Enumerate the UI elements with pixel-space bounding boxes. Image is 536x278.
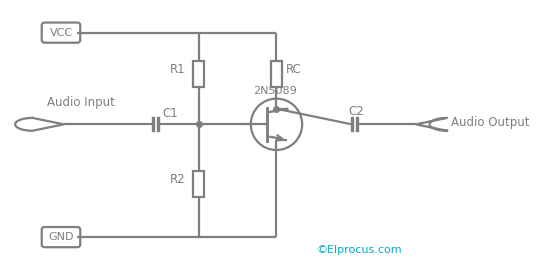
Bar (193, 171, 204, 197)
Bar (193, 61, 204, 87)
Text: VCC: VCC (49, 28, 72, 38)
Text: Audio Input: Audio Input (47, 96, 115, 109)
Text: R2: R2 (170, 173, 185, 186)
Text: 2N5089: 2N5089 (252, 86, 296, 96)
Text: C2: C2 (348, 105, 364, 118)
Text: GND: GND (48, 232, 74, 242)
Text: R1: R1 (170, 63, 185, 76)
Text: Audio Output: Audio Output (451, 116, 529, 129)
Text: RC: RC (286, 63, 301, 76)
Bar (271, 61, 282, 87)
Text: ©Elprocus.com: ©Elprocus.com (316, 245, 402, 255)
Text: C1: C1 (163, 107, 178, 120)
